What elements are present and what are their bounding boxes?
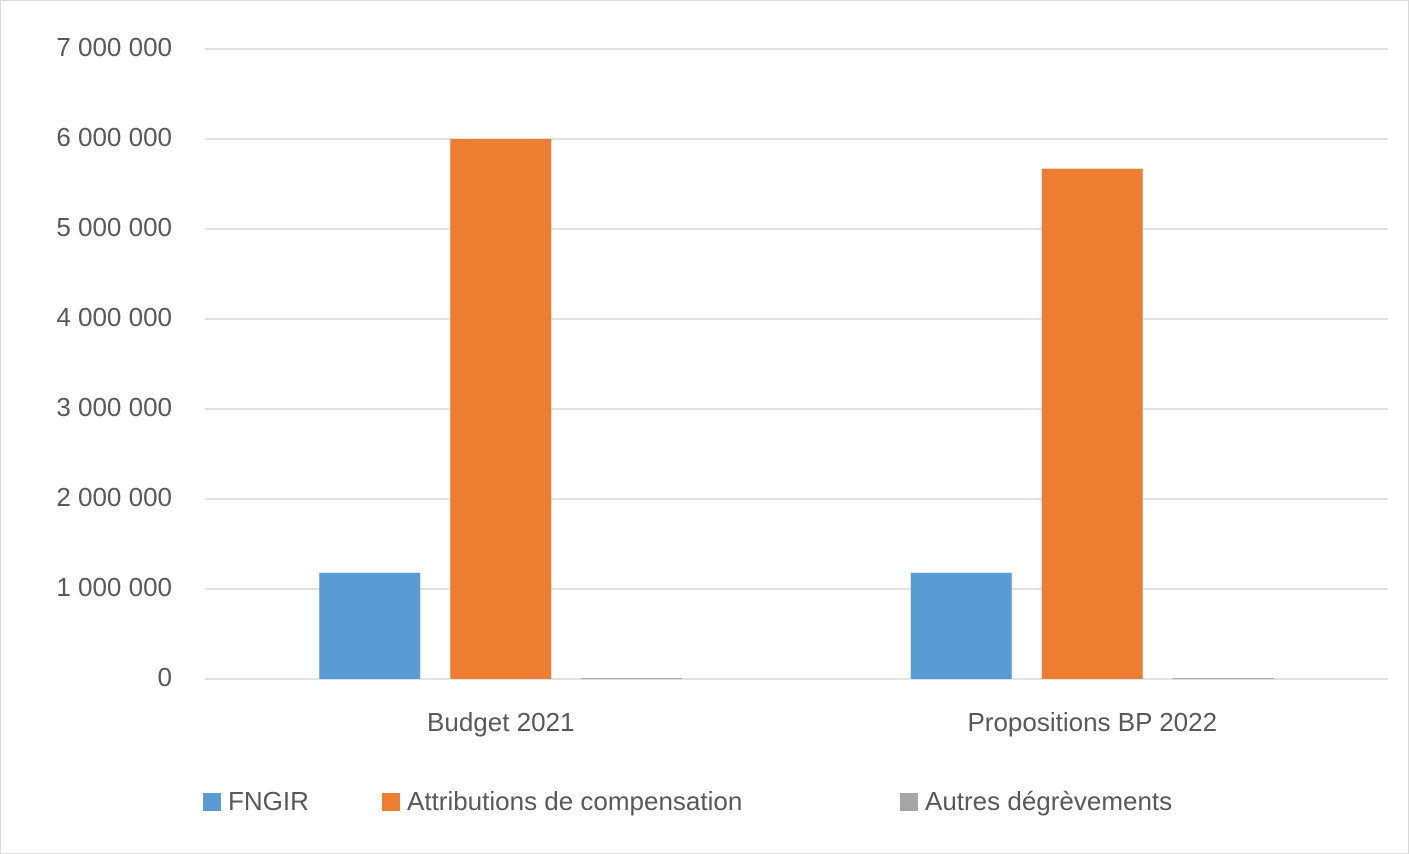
bar xyxy=(910,572,1012,679)
y-tick-label: 5 000 000 xyxy=(56,212,172,242)
y-tick-label: 6 000 000 xyxy=(56,122,172,152)
legend-label: Autres dégrèvements xyxy=(925,786,1172,816)
bar xyxy=(1041,168,1143,679)
legend-swatch xyxy=(382,793,400,811)
bar xyxy=(450,139,552,679)
y-tick-label: 2 000 000 xyxy=(56,482,172,512)
x-tick-label: Propositions BP 2022 xyxy=(967,707,1217,737)
y-tick-label: 3 000 000 xyxy=(56,392,172,422)
legend-label: FNGIR xyxy=(228,786,309,816)
y-tick-label: 1 000 000 xyxy=(56,572,172,602)
y-tick-label: 7 000 000 xyxy=(56,32,172,62)
bar xyxy=(319,572,421,679)
bar xyxy=(581,678,683,680)
bar xyxy=(1172,678,1274,680)
y-tick-label: 0 xyxy=(158,662,172,692)
x-tick-label: Budget 2021 xyxy=(427,707,574,737)
legend-swatch xyxy=(203,793,221,811)
y-tick-label: 4 000 000 xyxy=(56,302,172,332)
legend-label: Attributions de compensation xyxy=(407,786,742,816)
legend-swatch xyxy=(900,793,918,811)
